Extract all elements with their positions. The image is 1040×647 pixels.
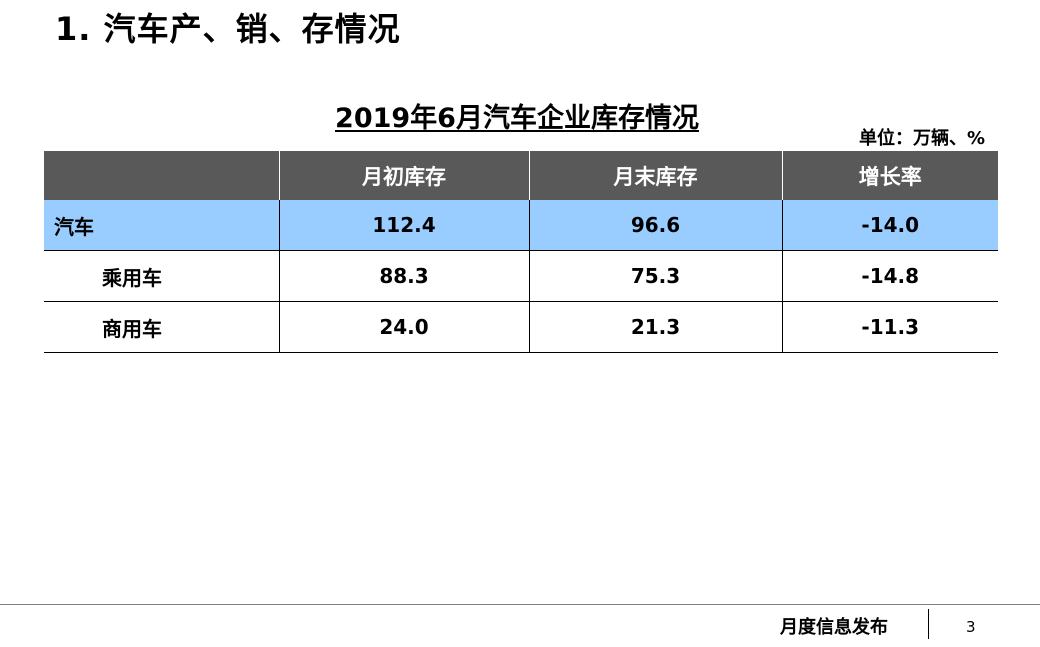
footer-vertical-divider xyxy=(928,609,929,639)
cell-end-inventory: 96.6 xyxy=(529,200,783,251)
header-cell-blank xyxy=(44,151,280,200)
inventory-table: 月初库存 月末库存 增长率 汽车 112.4 96.6 -14.0 乘用车 88… xyxy=(44,151,998,353)
header-cell-growth-rate: 增长率 xyxy=(782,151,998,200)
cell-growth-rate: -14.0 xyxy=(782,200,998,251)
unit-label: 单位：万辆、% xyxy=(858,128,985,149)
cell-growth-rate: -14.8 xyxy=(782,250,998,302)
table-row-passenger-cars: 乘用车 88.3 75.3 -14.8 xyxy=(44,250,998,302)
slide-title: 1. 汽车产、销、存情况 xyxy=(55,10,401,48)
cell-growth-rate: -11.3 xyxy=(782,301,998,353)
cell-end-inventory: 75.3 xyxy=(529,250,783,302)
footer-divider-line xyxy=(0,604,1040,605)
cell-start-inventory: 24.0 xyxy=(279,301,530,353)
row-label: 乘用车 xyxy=(44,250,280,302)
page-number: 3 xyxy=(966,618,976,636)
table-header-row: 月初库存 月末库存 增长率 xyxy=(44,151,998,200)
row-label: 汽车 xyxy=(44,200,280,251)
cell-start-inventory: 112.4 xyxy=(279,200,530,251)
table-row-vehicles: 汽车 112.4 96.6 -14.0 xyxy=(44,200,998,251)
table-title-text: 2019年6月汽车企业库存情况 xyxy=(335,103,699,134)
header-cell-end-inventory: 月末库存 xyxy=(529,151,783,200)
header-cell-start-inventory: 月初库存 xyxy=(279,151,530,200)
table-title: 2019年6月汽车企业库存情况 xyxy=(0,96,1040,135)
cell-end-inventory: 21.3 xyxy=(529,301,783,353)
cell-start-inventory: 88.3 xyxy=(279,250,530,302)
footer-label: 月度信息发布 xyxy=(780,617,888,638)
table-row-commercial-vehicles: 商用车 24.0 21.3 -11.3 xyxy=(44,301,998,353)
row-label: 商用车 xyxy=(44,301,280,353)
